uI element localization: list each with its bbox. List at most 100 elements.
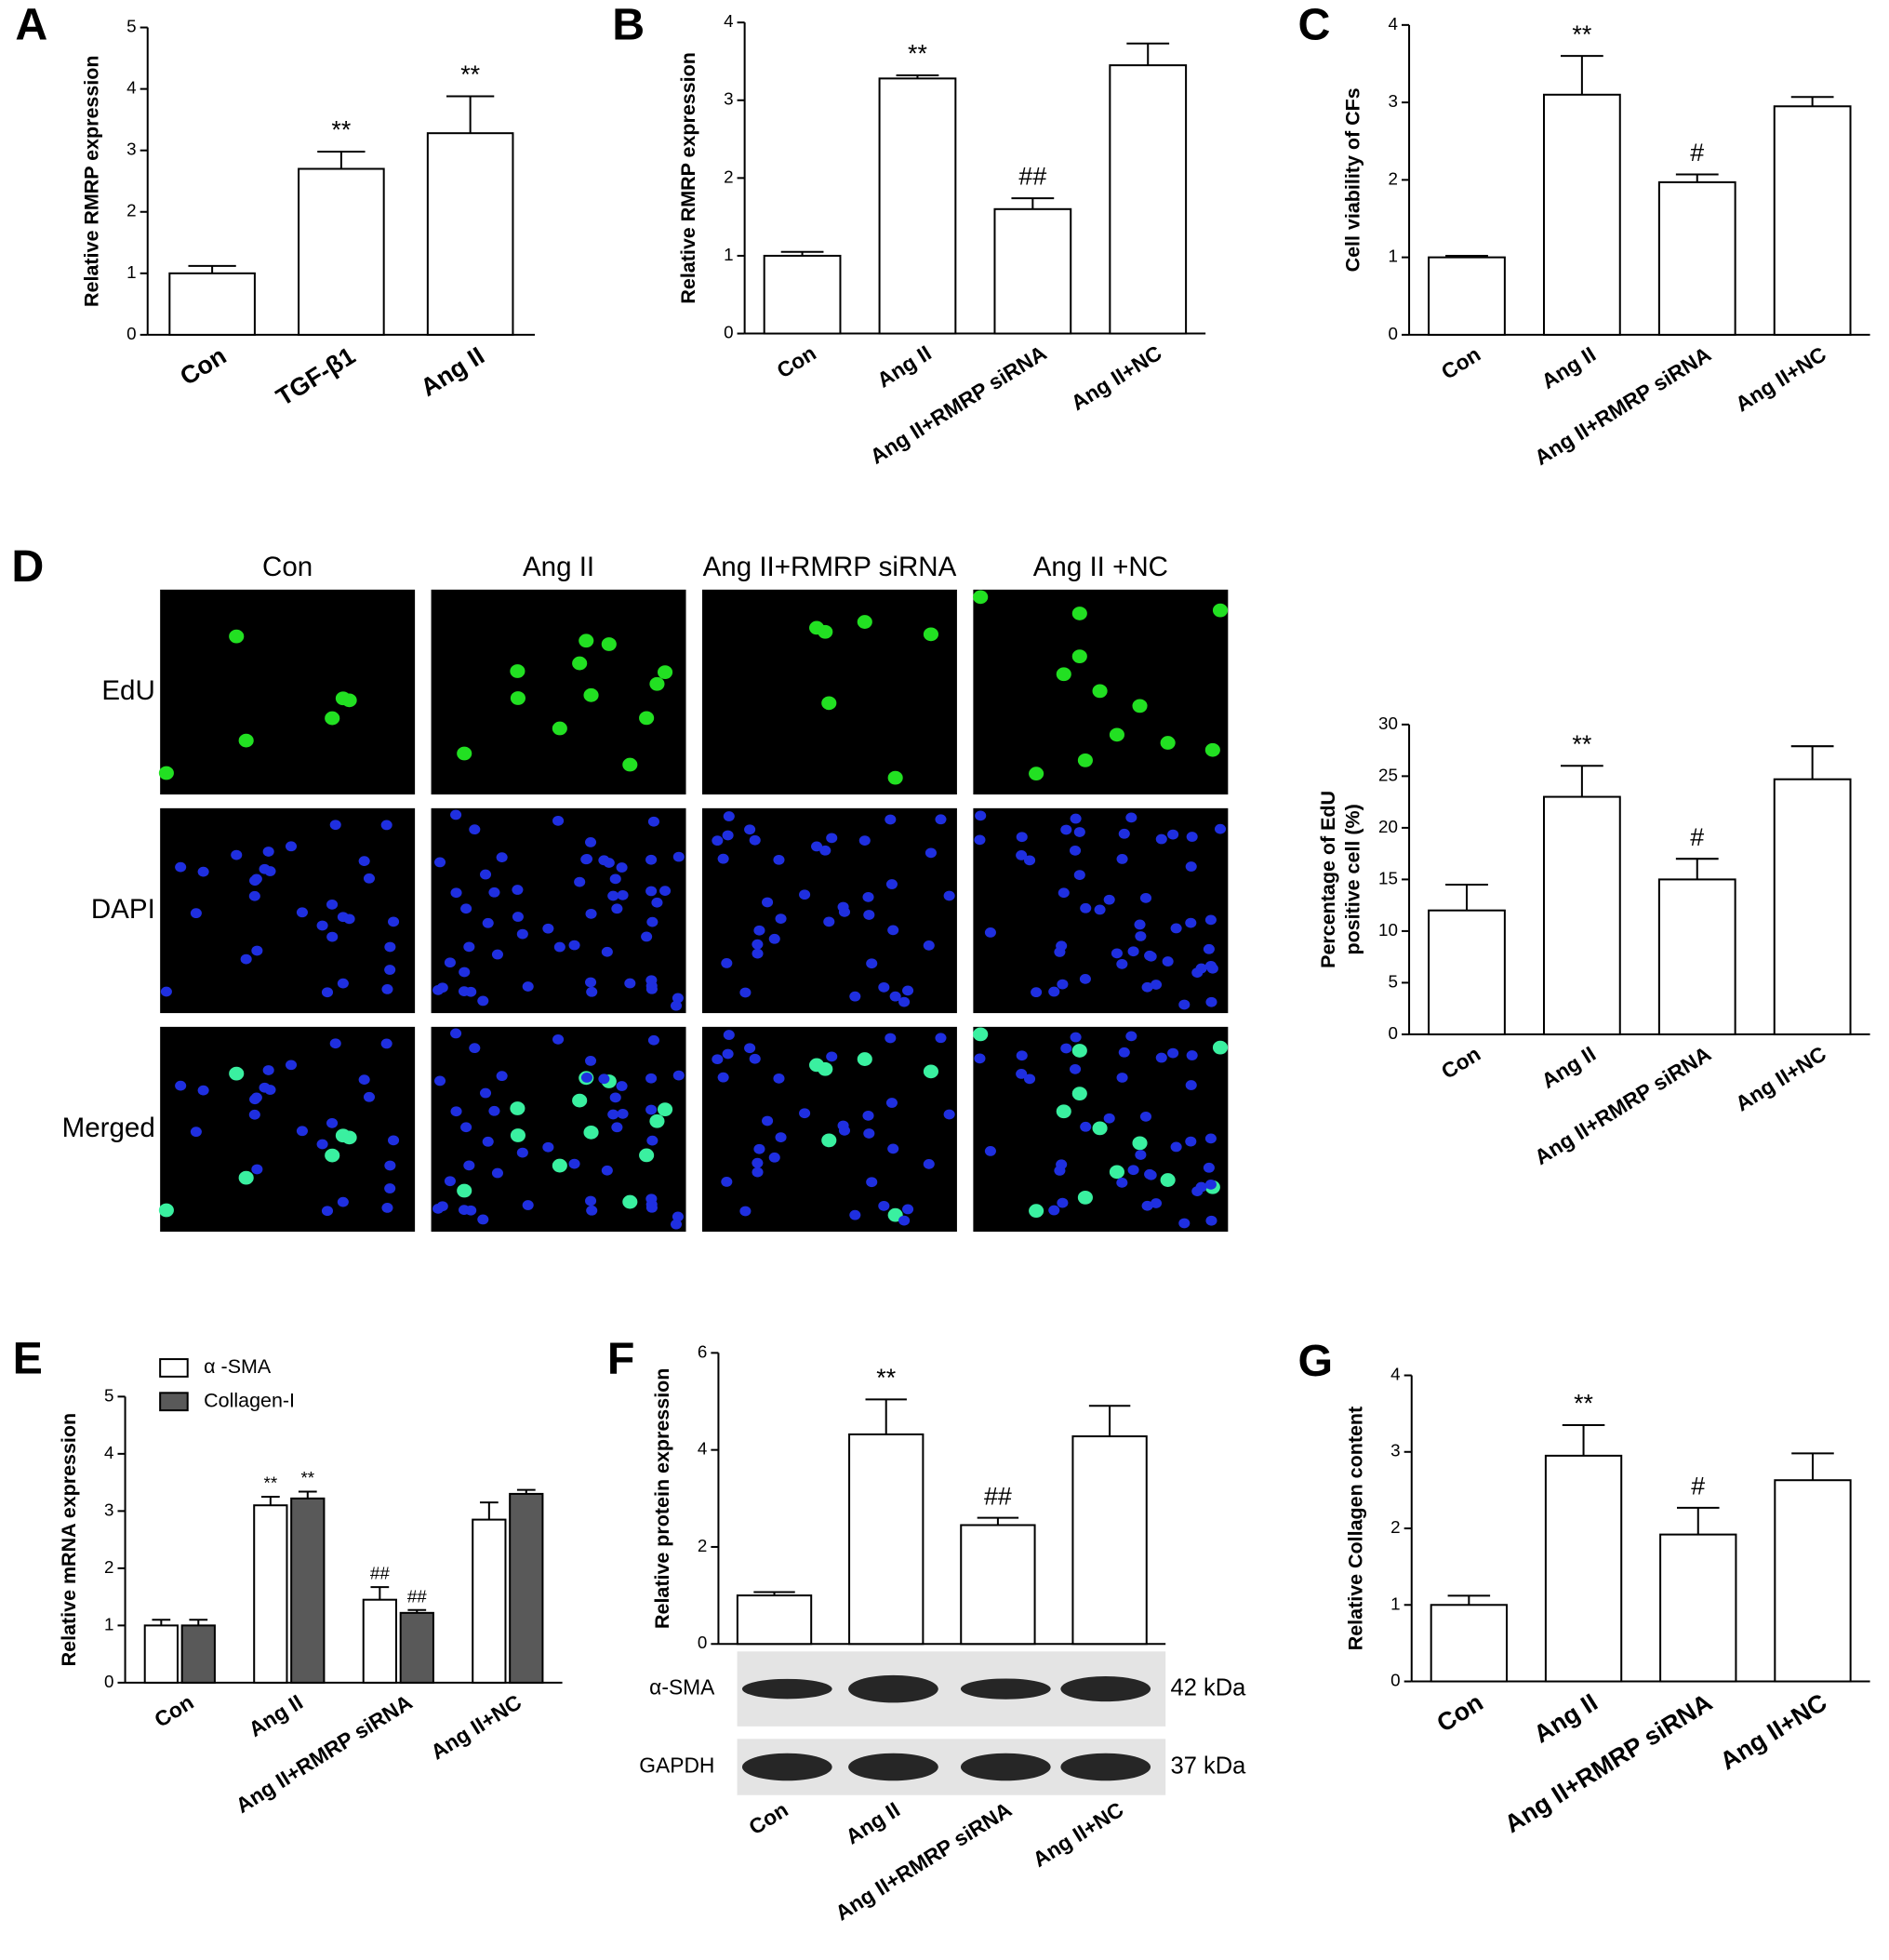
nucleus (325, 711, 340, 726)
annotation: # (1690, 823, 1704, 851)
nucleus (849, 1209, 861, 1220)
nucleus (262, 1065, 274, 1075)
nucleus (616, 862, 628, 873)
y-tick-label: 30 (1378, 713, 1398, 733)
nucleus (296, 907, 308, 918)
nucleus (1167, 829, 1179, 840)
nucleus (1150, 1198, 1163, 1208)
nucleus (457, 1183, 472, 1198)
nucleus (624, 978, 636, 989)
nucleus (1118, 1047, 1130, 1058)
annotation: ## (984, 1482, 1012, 1510)
nucleus (1056, 1104, 1071, 1119)
nucleus (1071, 649, 1087, 663)
bar (472, 1518, 507, 1684)
nucleus (586, 1205, 598, 1216)
nucleus (450, 887, 462, 899)
y-tick-label: 25 (1378, 765, 1398, 784)
bar (878, 77, 957, 335)
x-tick-label: Ang II+NC (1731, 1041, 1830, 1115)
x-tick-label: Ang II+RMRP siRNA (1499, 1688, 1717, 1839)
nucleus (622, 757, 638, 772)
nucleus (1170, 923, 1182, 934)
nucleus (512, 912, 524, 922)
nucleus (775, 1132, 787, 1142)
nucleus (458, 1205, 471, 1216)
nucleus (552, 1033, 565, 1045)
nucleus (1205, 996, 1217, 1007)
nucleus (889, 991, 901, 1002)
nucleus (542, 923, 554, 934)
nucleus (229, 1066, 245, 1081)
nucleus (341, 693, 357, 708)
nucleus (1212, 603, 1229, 618)
y-tick-label: 4 (1389, 14, 1398, 33)
nucleus (249, 1094, 261, 1105)
nucleus (762, 1115, 774, 1127)
nucleus (259, 1082, 271, 1093)
y-tick-label: 2 (126, 201, 136, 220)
annotation: ** (331, 116, 351, 144)
x-tick-label: Ang II (416, 341, 489, 402)
nucleus (384, 1183, 396, 1193)
nucleus (645, 886, 658, 897)
nucleus (923, 1064, 938, 1079)
nucleus (984, 927, 996, 938)
nucleus (1016, 850, 1028, 860)
nucleus (363, 873, 376, 884)
y-tick-label: 0 (724, 323, 733, 342)
blot-band (848, 1674, 938, 1703)
nucleus (1185, 1080, 1197, 1090)
nucleus (863, 910, 875, 920)
nucleus (479, 1087, 492, 1099)
nucleus (645, 854, 658, 865)
nucleus (552, 721, 567, 736)
blot-band (1060, 1753, 1151, 1781)
nucleus (1029, 767, 1044, 781)
nucleus (1186, 1050, 1198, 1060)
bar (1544, 1454, 1623, 1683)
x-tick-label: Ang II+RMRP siRNA (232, 1689, 417, 1818)
nucleus (799, 1108, 811, 1119)
x-tick-label: Ang II+NC (1715, 1688, 1831, 1776)
nucleus (584, 837, 597, 847)
nucleus (491, 1167, 503, 1179)
y-tick-label: 3 (126, 140, 136, 159)
nucleus (1127, 946, 1139, 957)
nucleus (552, 1158, 567, 1173)
nucleus (1016, 832, 1028, 843)
y-tick-label: 0 (698, 1633, 707, 1652)
bar (1109, 64, 1188, 335)
nucleus (717, 853, 729, 864)
nucleus (1077, 1190, 1093, 1205)
nucleus (658, 665, 673, 679)
nucleus (433, 857, 446, 868)
nucleus (510, 1128, 525, 1142)
nucleus (1144, 950, 1156, 961)
nucleus (1141, 1200, 1153, 1211)
x-tick-label: Ang II (1537, 341, 1601, 393)
x-tick-label: Ang II+NC (426, 1689, 525, 1764)
nucleus (1116, 958, 1128, 969)
nucleus (1054, 947, 1066, 957)
nucleus (572, 656, 588, 671)
nucleus (1077, 753, 1093, 767)
nucleus (1204, 914, 1217, 926)
y-tick-label: 10 (1378, 920, 1398, 940)
nucleus (1069, 1063, 1082, 1074)
micrograph (701, 589, 957, 795)
x-tick-label: Con (150, 1689, 197, 1732)
nucleus (645, 1073, 658, 1084)
nucleus (477, 995, 489, 1007)
bar (290, 1497, 326, 1684)
panel-letter: D (11, 541, 44, 592)
nucleus (887, 1143, 899, 1154)
y-tick-label: 1 (1389, 247, 1398, 266)
nucleus (583, 1125, 599, 1140)
nucleus (1070, 813, 1082, 824)
nucleus (1150, 980, 1163, 990)
nucleus (672, 993, 684, 1004)
nucleus (1071, 1044, 1087, 1058)
nucleus (863, 1128, 875, 1139)
